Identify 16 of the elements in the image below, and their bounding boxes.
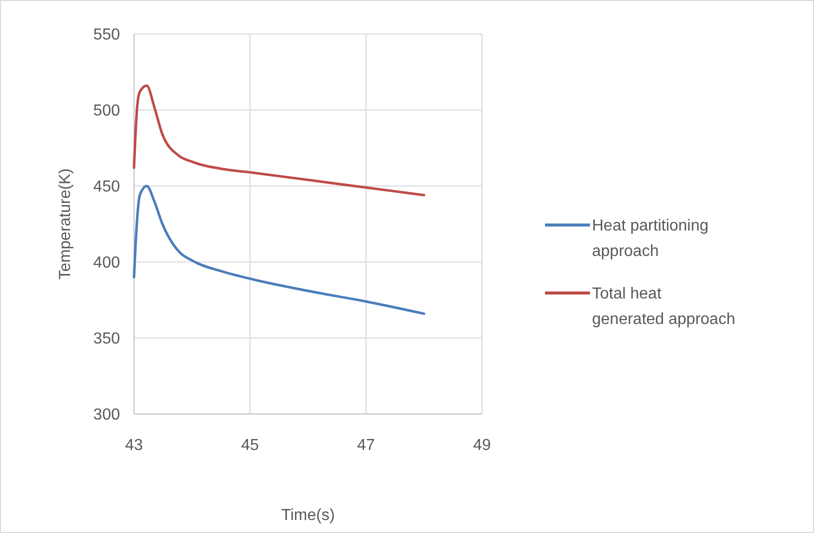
line-series (132, 184, 426, 315)
y-tick-label: 550 (93, 26, 120, 44)
x-tick-label: 49 (473, 437, 491, 454)
x-axis-title: Time(s) (281, 507, 335, 524)
y-tick-label: 450 (93, 178, 120, 196)
x-tick-label: 45 (241, 437, 259, 454)
y-tick-label: 300 (93, 406, 120, 424)
y-tick-label: 350 (93, 330, 120, 348)
x-tick-label: 43 (125, 437, 143, 454)
legend-label: Heat partitioning approach (592, 218, 709, 260)
y-tick-label: 500 (93, 102, 120, 120)
y-tick-label: 400 (93, 254, 120, 272)
legend-label: Total heat generated approach (592, 286, 736, 328)
x-tick-label: 47 (357, 437, 375, 454)
line-series (132, 84, 426, 196)
y-axis-title: Temperature(K) (57, 168, 74, 280)
